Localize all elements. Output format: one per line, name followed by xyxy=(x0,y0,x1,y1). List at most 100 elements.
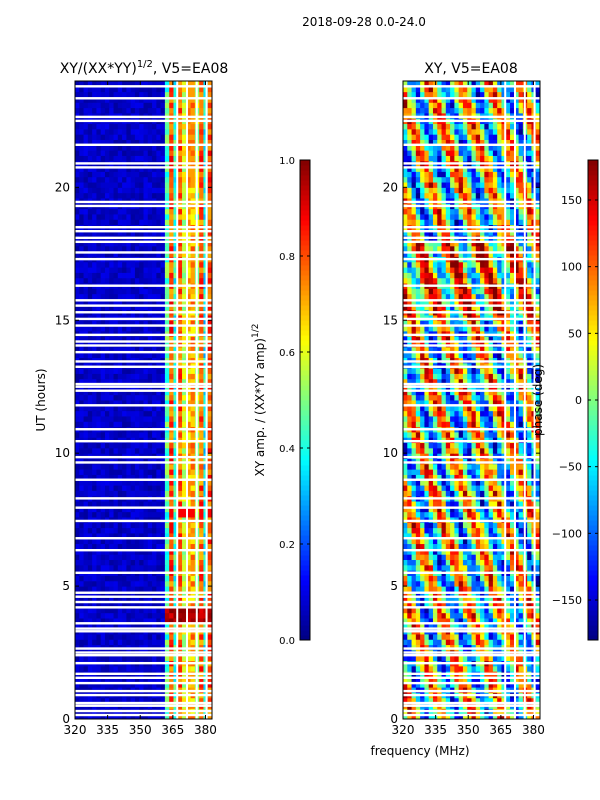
amp-heatmap-cell xyxy=(83,394,89,401)
amp-heatmap-cell xyxy=(186,596,192,603)
amp-heatmap-cell xyxy=(177,527,183,534)
amp-heatmap-cell xyxy=(182,490,187,497)
phase-heatmap-cell xyxy=(458,617,464,624)
amp-heatmap-cell xyxy=(92,591,97,598)
amp-heatmap-cell xyxy=(130,373,136,380)
amp-colorbar-segment xyxy=(300,505,310,511)
phase-heatmap-cell xyxy=(488,633,494,640)
amp-heatmap-cell xyxy=(139,352,144,358)
amp-colorbar-segment xyxy=(300,170,310,176)
amp-flagged-row xyxy=(75,324,212,327)
amp-heatmap-cell xyxy=(199,378,204,385)
amp-flagged-row xyxy=(75,455,212,459)
amp-heatmap-cell xyxy=(117,176,123,183)
amp-colorbar-segment xyxy=(300,355,310,361)
amp-heatmap-cell xyxy=(100,586,106,592)
amp-heatmap-cell xyxy=(199,277,204,284)
amp-heatmap-cell xyxy=(182,522,187,529)
amp-heatmap-cell xyxy=(83,564,89,571)
amp-heatmap-cell xyxy=(100,697,106,704)
amp-heatmap-cell xyxy=(160,166,166,172)
amp-heatmap-cell xyxy=(177,697,183,704)
amp-heatmap-cell xyxy=(139,405,144,412)
amp-heatmap-cell xyxy=(207,394,213,401)
phase-heatmap-cell xyxy=(441,607,447,614)
amp-heatmap-cell xyxy=(79,532,85,539)
amp-heatmap-cell xyxy=(199,102,204,109)
amp-heatmap-cell xyxy=(113,681,119,688)
amp-heatmap-cell xyxy=(96,293,102,300)
amp-heatmap-cell xyxy=(190,410,196,417)
amp-heatmap-cell xyxy=(173,208,179,215)
amp-flagged-row xyxy=(75,85,212,88)
amp-heatmap-cell xyxy=(83,272,89,279)
amp-heatmap-cell xyxy=(96,479,102,486)
amp-heatmap-cell xyxy=(173,469,179,475)
amp-heatmap-cell xyxy=(182,187,187,194)
phase-heatmap-cell xyxy=(437,681,443,688)
amp-heatmap-cell xyxy=(173,490,179,497)
amp-heatmap-cell xyxy=(139,373,144,380)
amp-heatmap-cell xyxy=(104,352,110,358)
phase-heatmap-cell xyxy=(428,633,434,640)
phase-heatmap-cell xyxy=(437,586,443,592)
phase-heatmap-cell xyxy=(462,575,468,582)
phase-heatmap-cell xyxy=(462,633,468,640)
phase-heatmap-cell xyxy=(514,676,520,683)
amp-heatmap-cell xyxy=(177,219,183,226)
amp-heatmap-cell xyxy=(199,229,204,236)
phase-heatmap-cell xyxy=(527,586,532,592)
amp-heatmap-cell xyxy=(75,288,80,295)
phase-heatmap-cell xyxy=(454,607,460,614)
amp-colorbar-frame xyxy=(299,159,311,641)
phase-heatmap-cell xyxy=(467,623,472,630)
amp-heatmap-cell xyxy=(100,522,106,529)
phase-heatmap-cell xyxy=(450,617,455,624)
phase-heatmap-cell xyxy=(445,681,451,688)
amp-heatmap-cell xyxy=(199,272,204,279)
amp-heatmap-cell xyxy=(96,447,102,454)
amp-heatmap-cell xyxy=(156,389,162,396)
phase-heatmap-cell xyxy=(462,607,468,614)
amp-heatmap-cell xyxy=(207,102,213,109)
amp-heatmap-cell xyxy=(160,325,166,332)
amp-heatmap-cell xyxy=(160,378,166,385)
phase-heatmap-cell xyxy=(505,665,511,672)
phase-heatmap-cell xyxy=(445,676,451,683)
amp-heatmap-cell xyxy=(96,564,102,571)
phase-heatmap-cell xyxy=(454,575,460,582)
amp-heatmap-cell xyxy=(190,240,196,247)
amp-heatmap-cell xyxy=(182,298,187,305)
amp-heatmap-cell xyxy=(117,107,123,114)
phase-heatmap-cell xyxy=(428,713,434,720)
amp-heatmap-cell xyxy=(83,586,89,592)
phase-heatmap-cell xyxy=(458,639,464,646)
phase-heatmap-cell xyxy=(501,633,507,640)
phase-heatmap-cell xyxy=(437,655,443,662)
amp-heatmap-cell xyxy=(122,554,127,560)
amp-heatmap-cell xyxy=(164,469,170,475)
amp-heatmap-cell xyxy=(182,655,187,662)
amp-heatmap-cell xyxy=(83,538,89,545)
phase-heatmap-cell xyxy=(518,633,524,640)
amp-heatmap-cell xyxy=(164,176,170,183)
phase-heatmap-cell xyxy=(480,713,485,720)
amp-heatmap-cell xyxy=(117,532,123,539)
amp-colorbar-segment xyxy=(300,305,310,311)
amp-heatmap-cell xyxy=(117,96,123,103)
amp-heatmap-cell xyxy=(83,267,89,273)
amp-heatmap-cell xyxy=(96,394,102,401)
amp-heatmap-cell xyxy=(117,501,123,507)
amp-heatmap-cell xyxy=(134,564,140,571)
amp-heatmap-cell xyxy=(100,346,106,353)
phase-heatmap-cell xyxy=(432,580,438,587)
amp-heatmap-cell xyxy=(182,293,187,300)
amp-heatmap-cell xyxy=(169,267,174,273)
amp-heatmap-cell xyxy=(104,267,110,273)
amp-heatmap-cell xyxy=(186,602,192,608)
amp-heatmap-cell xyxy=(147,490,153,497)
amp-heatmap-cell xyxy=(156,490,162,497)
amp-heatmap-cell xyxy=(75,511,80,518)
amp-heatmap-cell xyxy=(147,527,153,534)
phase-heatmap-cell xyxy=(518,623,524,630)
